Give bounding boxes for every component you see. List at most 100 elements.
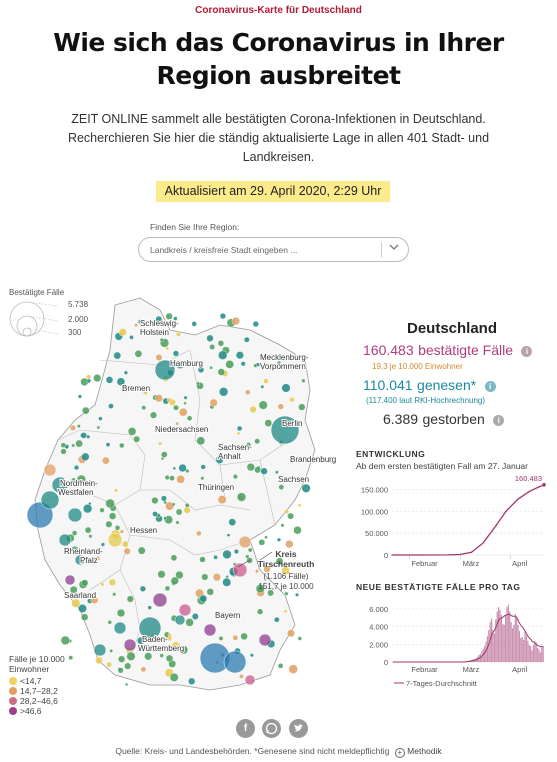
district-bubble[interactable] xyxy=(152,592,168,608)
district-bubble[interactable] xyxy=(199,556,206,563)
district-bubble[interactable] xyxy=(178,407,188,417)
district-bubble[interactable] xyxy=(124,662,132,670)
district-bubble[interactable] xyxy=(243,336,250,343)
district-bubble[interactable] xyxy=(64,574,76,586)
district-bubble[interactable] xyxy=(71,598,81,608)
district-bubble[interactable] xyxy=(160,456,165,461)
district-bubble[interactable] xyxy=(258,400,268,410)
district-bubble[interactable] xyxy=(232,474,238,480)
district-bubble[interactable] xyxy=(191,613,199,620)
district-bubble[interactable] xyxy=(284,591,289,596)
district-bubble[interactable] xyxy=(75,439,83,448)
district-bubble[interactable] xyxy=(60,448,67,455)
district-bubble[interactable] xyxy=(165,654,174,663)
district-bubble[interactable] xyxy=(100,582,105,587)
district-bubble[interactable] xyxy=(173,404,179,411)
district-bubble[interactable] xyxy=(236,425,243,432)
district-bubble[interactable] xyxy=(218,635,224,641)
district-bubble[interactable] xyxy=(270,415,300,445)
district-bubble[interactable] xyxy=(286,570,290,574)
district-bubble[interactable] xyxy=(133,435,141,443)
district-bubble[interactable] xyxy=(81,452,90,461)
district-bubble[interactable] xyxy=(119,442,125,449)
district-bubble[interactable] xyxy=(106,661,112,668)
district-bubble[interactable] xyxy=(126,595,134,603)
district-bubble[interactable] xyxy=(246,463,255,472)
district-bubble[interactable] xyxy=(159,337,164,342)
district-bubble[interactable] xyxy=(105,520,113,528)
cumulative-chart[interactable]: 0 50.000 100.000 150.000 Februar März April 160… xyxy=(352,470,552,570)
district-bubble[interactable] xyxy=(222,577,232,587)
district-bubble[interactable] xyxy=(70,424,77,431)
district-bubble[interactable] xyxy=(209,365,213,370)
district-bubble[interactable] xyxy=(200,464,206,470)
district-bubble[interactable] xyxy=(200,476,205,481)
district-bubble[interactable] xyxy=(267,589,275,597)
district-bubble[interactable] xyxy=(172,466,177,471)
district-bubble[interactable] xyxy=(184,502,190,508)
district-bubble[interactable] xyxy=(185,618,194,627)
district-bubble[interactable] xyxy=(102,456,110,465)
district-bubble[interactable] xyxy=(74,554,86,566)
district-bubble[interactable] xyxy=(169,672,179,682)
district-bubble[interactable] xyxy=(276,537,282,542)
district-bubble[interactable] xyxy=(58,533,72,547)
district-bubble[interactable] xyxy=(298,403,306,411)
district-bubble[interactable] xyxy=(159,653,164,658)
district-bubble[interactable] xyxy=(69,585,78,594)
district-bubble[interactable] xyxy=(84,526,92,534)
district-bubble[interactable] xyxy=(287,629,295,638)
district-bubble[interactable] xyxy=(108,403,114,409)
district-bubble[interactable] xyxy=(226,533,231,537)
germany-map[interactable]: Schleswig-Holstein Hamburg Mecklenburg-Vor… xyxy=(20,290,355,710)
district-bubble[interactable] xyxy=(114,525,121,531)
district-bubble[interactable] xyxy=(238,535,252,549)
district-bubble[interactable] xyxy=(245,442,252,448)
district-bubble[interactable] xyxy=(154,394,163,403)
district-bubble[interactable] xyxy=(175,360,185,369)
district-bubble[interactable] xyxy=(73,465,80,471)
district-bubble[interactable] xyxy=(123,547,131,555)
district-bubble[interactable] xyxy=(281,383,291,393)
district-bubble[interactable] xyxy=(113,351,122,360)
district-bubbles[interactable] xyxy=(26,312,311,687)
district-bubble[interactable] xyxy=(117,667,124,674)
district-bubble[interactable] xyxy=(70,546,80,556)
district-bubble[interactable] xyxy=(275,557,284,566)
district-bubble[interactable] xyxy=(206,334,214,342)
district-bubble[interactable] xyxy=(235,351,244,360)
district-bubble[interactable] xyxy=(141,405,147,411)
district-bubble[interactable] xyxy=(160,451,168,458)
district-bubble[interactable] xyxy=(123,370,128,375)
district-bubble[interactable] xyxy=(201,573,209,581)
district-bubble[interactable] xyxy=(170,576,179,585)
district-bubble[interactable] xyxy=(215,455,224,464)
district-bubble[interactable] xyxy=(183,395,188,400)
district-bubble[interactable] xyxy=(126,651,136,661)
district-bubble[interactable] xyxy=(231,317,241,326)
district-bubble[interactable] xyxy=(240,632,248,641)
district-bubble[interactable] xyxy=(152,511,158,517)
district-bubble[interactable] xyxy=(76,474,87,485)
district-bubble[interactable] xyxy=(86,378,92,384)
district-bubble[interactable] xyxy=(139,585,147,592)
region-search-input[interactable] xyxy=(150,242,380,257)
district-bubble[interactable] xyxy=(78,604,87,613)
district-bubble[interactable] xyxy=(263,378,269,384)
district-bubble[interactable] xyxy=(164,474,170,480)
district-bubble[interactable] xyxy=(127,427,137,436)
district-bubble[interactable] xyxy=(217,368,226,376)
district-bubble[interactable] xyxy=(155,354,163,361)
district-bubble[interactable] xyxy=(123,638,137,652)
district-bubble[interactable] xyxy=(260,467,268,475)
district-bubble[interactable] xyxy=(122,540,129,548)
district-bubble[interactable] xyxy=(105,442,111,447)
district-bubble[interactable] xyxy=(165,312,173,321)
district-bubble[interactable] xyxy=(137,636,145,645)
district-bubble[interactable] xyxy=(98,416,103,421)
district-bubble[interactable] xyxy=(137,546,146,555)
district-bubble[interactable] xyxy=(118,328,127,337)
district-bubble[interactable] xyxy=(158,645,166,652)
district-bubble[interactable] xyxy=(175,520,180,525)
district-bubble[interactable] xyxy=(293,525,302,535)
